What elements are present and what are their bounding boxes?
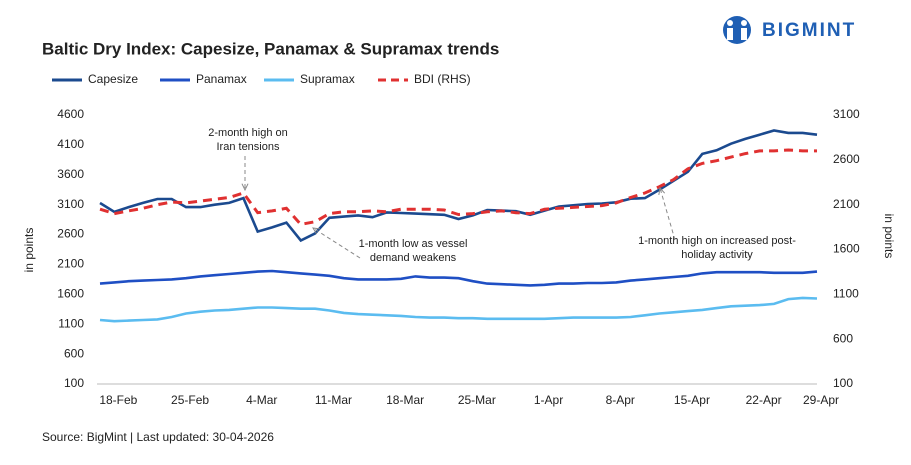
series-line	[99, 269, 818, 287]
y2-axis-label: in points	[882, 214, 896, 259]
series-line	[99, 296, 818, 323]
y2-tick-label: 2600	[833, 152, 860, 166]
x-tick-label: 1-Apr	[534, 393, 563, 407]
series-line	[99, 148, 817, 227]
chart-title: Baltic Dry Index: Capesize, Panamax & Su…	[42, 39, 499, 58]
y2-tick-label: 2100	[833, 197, 860, 211]
annotation-arrowhead	[658, 186, 666, 195]
series-line	[99, 129, 818, 243]
annotation: 1-month high on increased post-	[638, 235, 796, 247]
y2-tick-label: 1600	[833, 242, 860, 256]
x-tick-label: 11-Mar	[315, 393, 352, 407]
annotation: demand weakens	[370, 252, 457, 264]
y-tick-label: 4100	[57, 137, 84, 151]
x-tick-label: 8-Apr	[606, 393, 635, 407]
y-tick-label: 3600	[57, 167, 84, 181]
x-tick-label: 18-Mar	[386, 393, 424, 407]
legend-label: Capesize	[88, 72, 138, 86]
y-tick-label: 100	[64, 376, 84, 390]
y-tick-label: 3100	[57, 197, 84, 211]
logo-text: BIGMINT	[762, 20, 856, 41]
source: Source: BigMint | Last updated: 30-04-20…	[42, 430, 274, 444]
x-tick-label: 4-Mar	[246, 393, 277, 407]
y-tick-label: 4600	[57, 107, 84, 121]
y2-tick-label: 600	[833, 331, 853, 345]
annotation: 2-month high on	[208, 127, 288, 139]
x-tick-label: 29-Apr	[803, 393, 839, 407]
annotation-arrowhead	[241, 183, 249, 192]
y2-tick-label: 1100	[833, 287, 859, 301]
y-tick-label: 1600	[57, 287, 84, 301]
y-tick-label: 2600	[57, 227, 84, 241]
x-tick-label: 15-Apr	[674, 393, 710, 407]
legend-label: Supramax	[300, 72, 355, 86]
x-tick-label: 25-Mar	[458, 393, 496, 407]
y-tick-label: 600	[64, 346, 84, 360]
x-tick-label: 18-Feb	[99, 393, 137, 407]
y-tick-label: 1100	[58, 316, 84, 330]
annotation: 1-month low as vessel	[359, 238, 468, 250]
y2-tick-label: 3100	[833, 107, 860, 121]
legend-label: BDI (RHS)	[414, 72, 471, 86]
annotation-arrow	[312, 227, 361, 259]
logo-icon	[723, 16, 751, 44]
y-axis-label: in points	[22, 228, 36, 273]
x-tick-label: 22-Apr	[746, 393, 782, 407]
annotation-arrowhead	[312, 227, 321, 235]
x-tick-label: 25-Feb	[171, 393, 209, 407]
annotation-arrow	[659, 187, 676, 241]
y2-tick-label: 100	[833, 376, 853, 390]
y-tick-label: 2100	[57, 257, 84, 271]
legend-label: Panamax	[196, 72, 247, 86]
annotation: Iran tensions	[217, 141, 280, 153]
annotation: holiday activity	[681, 249, 753, 261]
